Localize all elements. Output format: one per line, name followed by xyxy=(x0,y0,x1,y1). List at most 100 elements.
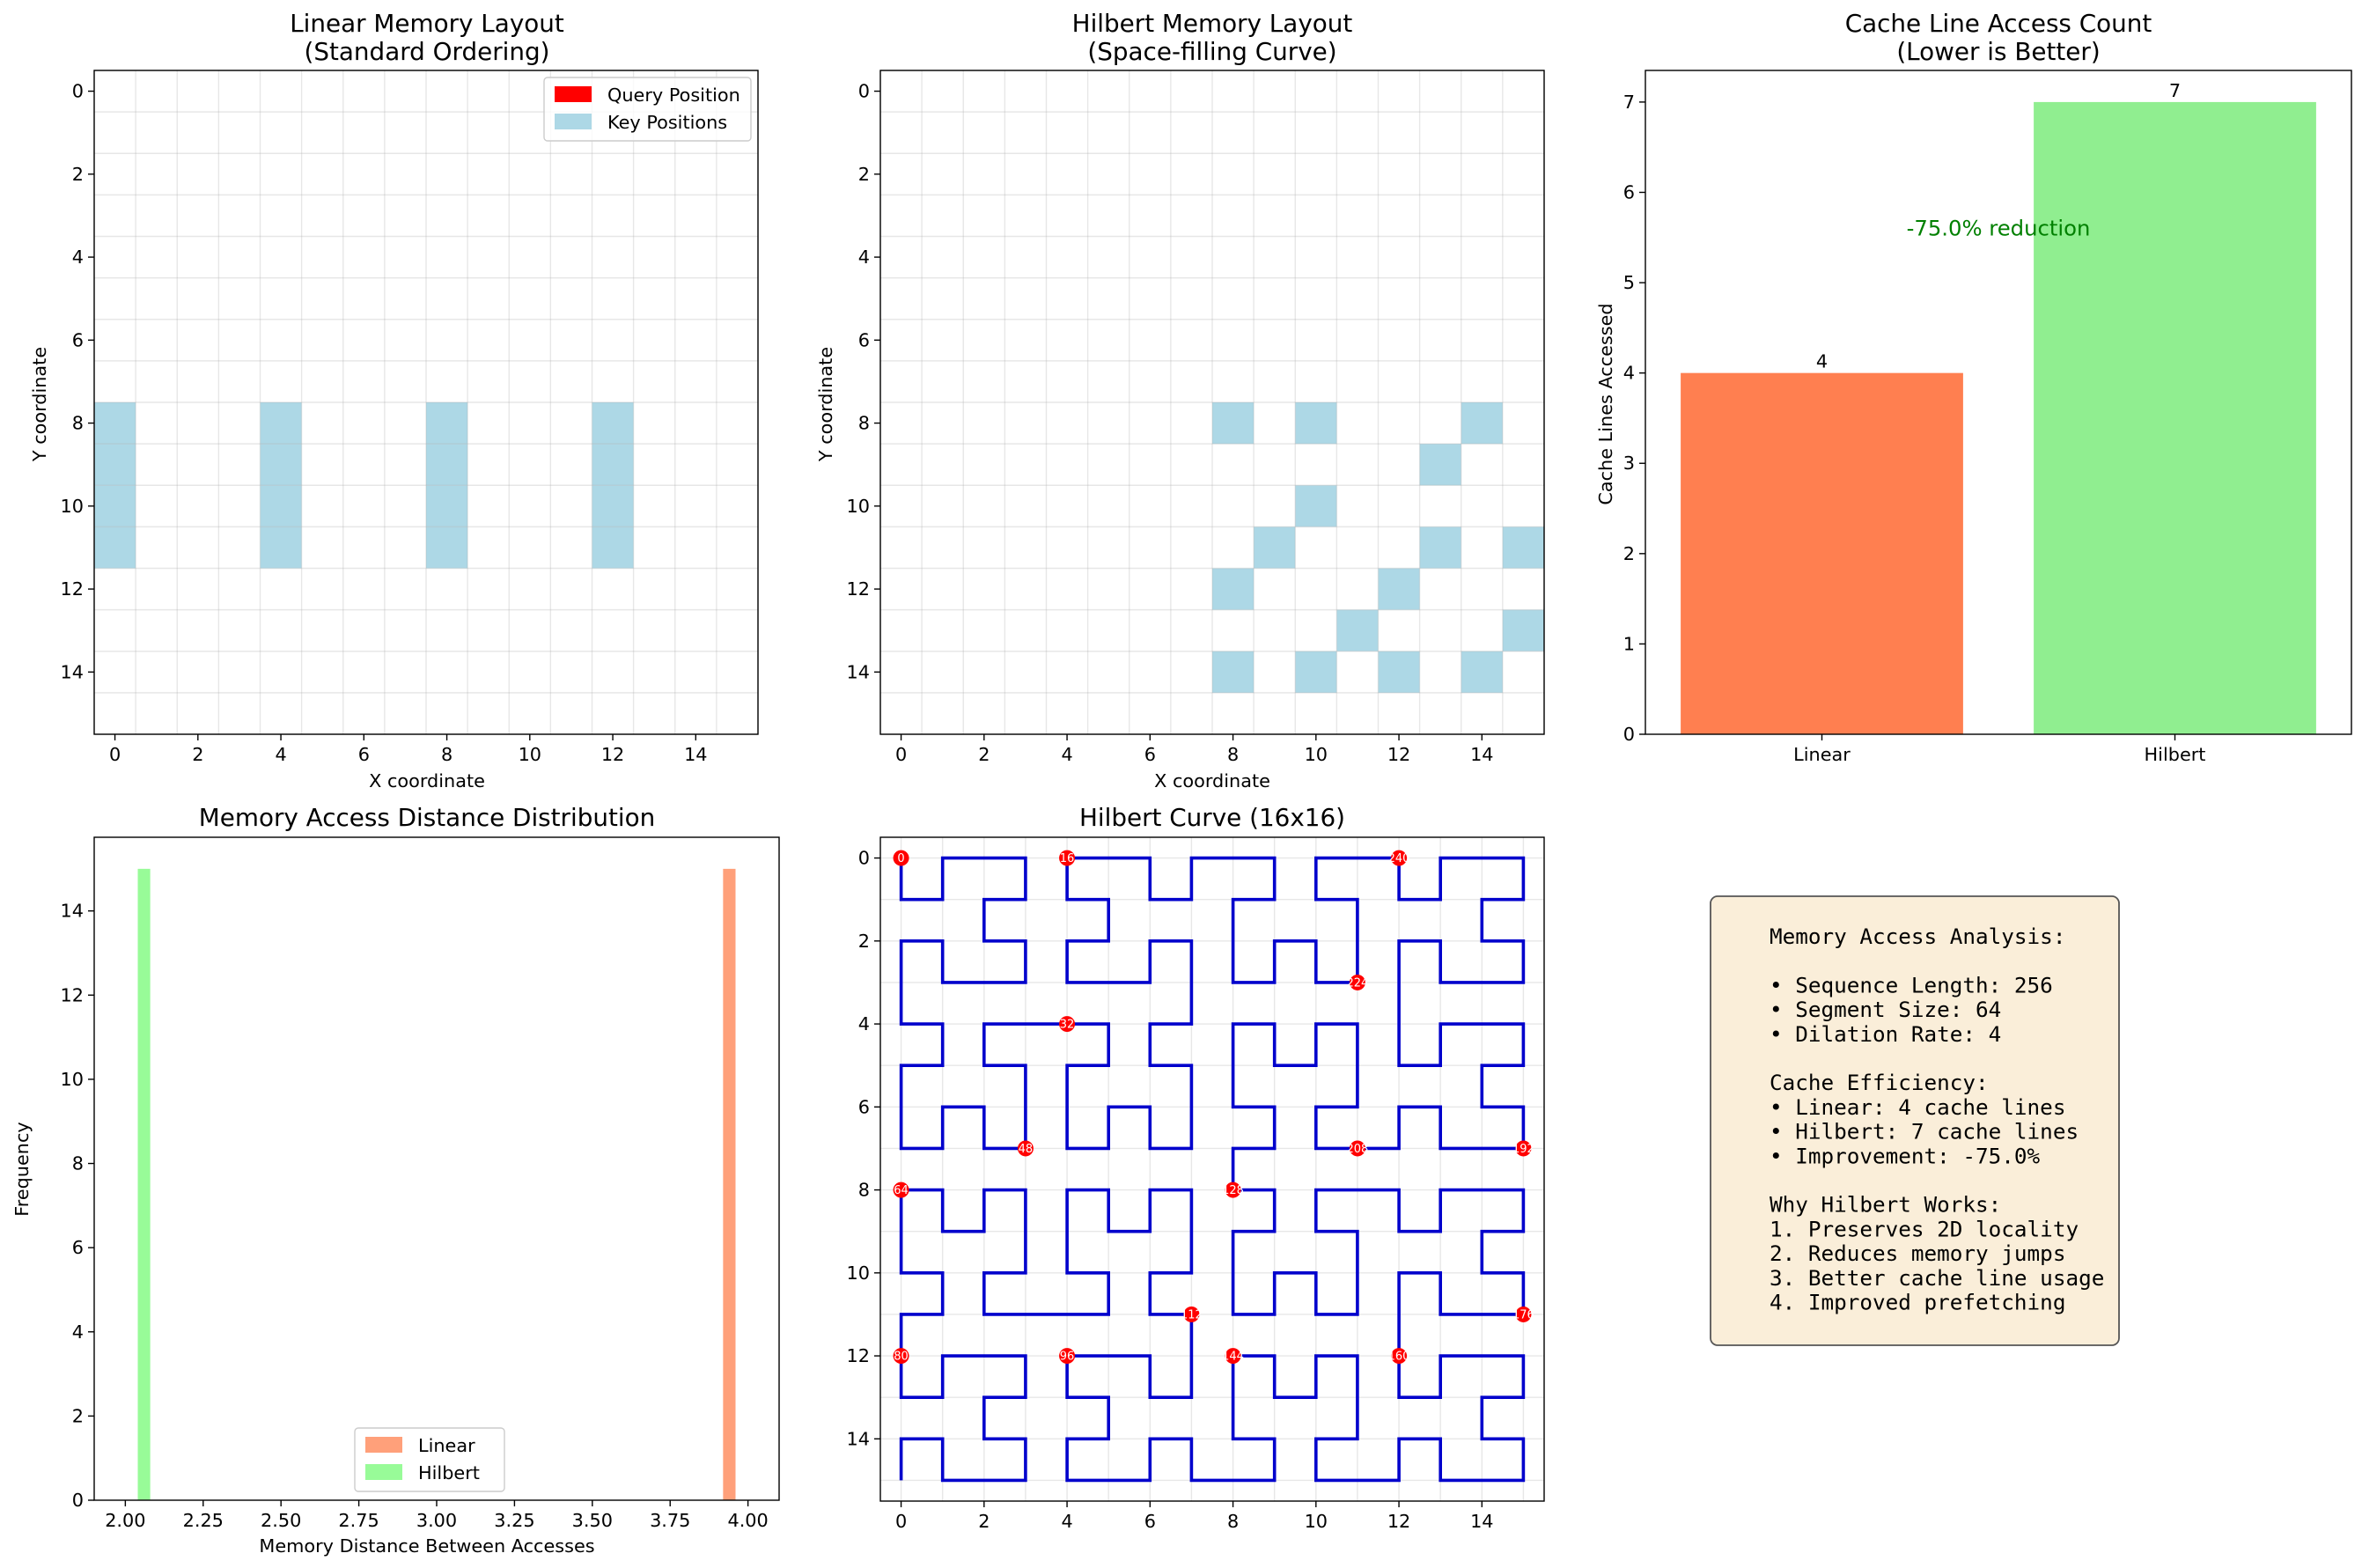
legend-frame xyxy=(543,77,752,142)
hist-bar-hilbert xyxy=(137,868,151,1500)
info-line: 2. Reduces memory jumps xyxy=(1770,1240,2065,1266)
ytick-label: 0 xyxy=(1623,724,1635,745)
linear-layout-ylabel: Y coordinate xyxy=(29,347,50,462)
linear-layout-ytick-label: 8 xyxy=(72,413,84,434)
hilbert-curve-xtick-label: 8 xyxy=(1227,1511,1239,1532)
curve-index-marker xyxy=(1059,1348,1076,1365)
info-line: 3. Better cache line usage xyxy=(1770,1265,2104,1291)
hilbert-curve-ytick-label: 0 xyxy=(858,848,870,869)
key-position-cell xyxy=(426,526,468,569)
hilbert-curve-ytick-label: 10 xyxy=(847,1262,870,1284)
key-position-cell xyxy=(1336,609,1379,651)
info-line: Memory Access Analysis: xyxy=(1770,924,2065,949)
bar-value-label: 7 xyxy=(2169,80,2181,101)
xtick-label: 3.50 xyxy=(572,1510,613,1531)
key-position-cell xyxy=(94,485,136,527)
key-position-cell xyxy=(94,402,136,445)
hilbert-layout-ytick-label: 12 xyxy=(847,578,870,600)
key-position-cell xyxy=(1295,651,1337,693)
key-position-cell xyxy=(1419,444,1461,486)
curve-index-label: 176 xyxy=(1512,1308,1534,1321)
key-position-cell xyxy=(592,444,634,486)
xtick-label: 3.75 xyxy=(650,1510,690,1531)
curve-index-label: 0 xyxy=(897,852,904,865)
linear-layout-ytick-label: 12 xyxy=(61,578,84,600)
hilbert-curve-ytick-label: 6 xyxy=(858,1096,870,1117)
curve-index-label: 144 xyxy=(1222,1351,1244,1364)
key-position-cell xyxy=(260,444,302,486)
distance-xlabel: Memory Distance Between Accesses xyxy=(259,1535,594,1557)
key-position-cell xyxy=(1378,651,1420,693)
bar-hilbert xyxy=(2034,101,2316,734)
key-position-cell xyxy=(1212,651,1255,693)
legend-swatch-linear xyxy=(365,1437,402,1453)
info-line: 4. Improved prefetching xyxy=(1770,1290,2065,1315)
xtick-label: 3.00 xyxy=(416,1510,457,1531)
plot-frame xyxy=(93,836,780,1501)
hilbert-curve-xtick-label: 4 xyxy=(1061,1511,1072,1532)
ytick-label: 4 xyxy=(1623,363,1635,384)
linear-layout-panel: Linear Memory Layout (Standard Ordering)… xyxy=(29,9,759,791)
legend-label-query: Query Position xyxy=(607,85,740,106)
legend-swatch-key xyxy=(555,114,592,129)
hilbert-layout-xtick-label: 14 xyxy=(1470,744,1493,765)
cache-line-panel: Cache Line Access Count (Lower is Better… xyxy=(1595,9,2352,765)
info-line: • Improvement: -75.0% xyxy=(1770,1143,2041,1168)
info-line: • Dilation Rate: 4 xyxy=(1770,1021,2001,1047)
hilbert-layout-ytick-label: 0 xyxy=(858,81,870,102)
hilbert-layout-ytick-label: 2 xyxy=(858,164,870,185)
hist-bar-linear xyxy=(723,868,736,1500)
linear-layout-ytick-label: 6 xyxy=(72,329,84,350)
analysis-info-box: Memory Access Analysis: • Sequence Length… xyxy=(1710,895,2120,1346)
plot-background xyxy=(880,837,1544,1501)
info-line: • Sequence Length: 256 xyxy=(1770,972,2053,997)
curve-index-label: 224 xyxy=(1347,976,1369,990)
key-position-cell xyxy=(1461,651,1503,693)
hilbert-layout-xtick-label: 10 xyxy=(1305,744,1328,765)
curve-index-label: 160 xyxy=(1388,1351,1410,1364)
info-line: Cache Efficiency: xyxy=(1770,1070,1989,1095)
key-position-cell xyxy=(1461,402,1503,445)
hilbert-layout-xtick-label: 2 xyxy=(978,744,990,765)
linear-layout-ytick-label: 4 xyxy=(72,247,84,268)
xtick-label: Linear xyxy=(1793,744,1851,765)
curve-index-label: 64 xyxy=(894,1184,909,1197)
hilbert-curve-xtick-label: 2 xyxy=(978,1511,990,1532)
info-box-text: Memory Access Analysis: • Sequence Length… xyxy=(1770,924,2104,1315)
legend-label-hilbert: Hilbert xyxy=(418,1462,480,1483)
distance-legend: Linear Hilbert xyxy=(354,1427,505,1492)
key-position-cell xyxy=(592,526,634,569)
linear-layout-plot-area: 0 2 4 6 8 10 12 14 0 2 4 6 8 10 12 14 xyxy=(61,70,759,765)
ytick-label: 1 xyxy=(1623,633,1635,654)
hilbert-layout-xtick-label: 12 xyxy=(1387,744,1410,765)
curve-index-label: 128 xyxy=(1222,1184,1244,1197)
hilbert-layout-xlabel: X coordinate xyxy=(1154,770,1270,791)
linear-layout-legend: Query Position Key Positions xyxy=(543,77,752,142)
curve-index-marker xyxy=(1349,974,1365,990)
linear-layout-xtick-label: 6 xyxy=(358,744,370,765)
linear-layout-title-line2: (Standard Ordering) xyxy=(305,37,550,66)
key-position-cell xyxy=(1254,526,1296,569)
hilbert-curve-ytick-label: 12 xyxy=(847,1345,870,1366)
key-position-cell xyxy=(1502,609,1544,651)
ytick-label: 12 xyxy=(61,984,84,1005)
hilbert-curve-xtick-label: 14 xyxy=(1470,1511,1493,1532)
info-line: • Linear: 4 cache lines xyxy=(1770,1094,2065,1120)
curve-index-marker xyxy=(1515,1306,1532,1322)
plot-background xyxy=(94,837,779,1500)
curve-index-marker xyxy=(893,1348,909,1365)
curve-index-marker xyxy=(1225,1348,1241,1365)
key-position-cell xyxy=(1212,402,1255,445)
linear-layout-xtick-label: 0 xyxy=(109,744,121,765)
ytick-label: 14 xyxy=(61,901,84,922)
hilbert-curve-title: Hilbert Curve (16x16) xyxy=(1079,803,1345,832)
hilbert-layout-ytick-label: 8 xyxy=(858,413,870,434)
hilbert-layout-ylabel: Y coordinate xyxy=(815,347,836,462)
curve-index-marker xyxy=(1391,850,1408,866)
hilbert-curve-xtick-label: 6 xyxy=(1144,1511,1156,1532)
distance-panel: Memory Access Distance Distribution 2.00… xyxy=(11,803,780,1557)
xtick-label: 2.75 xyxy=(338,1510,379,1531)
linear-layout-xtick-label: 4 xyxy=(275,744,286,765)
hilbert-curve-ytick-label: 14 xyxy=(847,1428,870,1449)
plot-frame xyxy=(1645,70,2352,735)
